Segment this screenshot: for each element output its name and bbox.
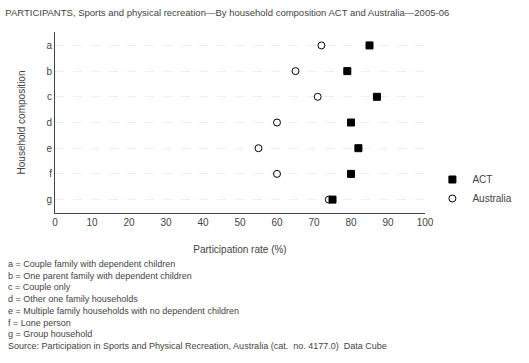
svg-text:d: d (46, 117, 52, 128)
svg-text:Australia: Australia (472, 193, 511, 204)
svg-text:20: 20 (123, 217, 135, 228)
svg-text:50: 50 (234, 217, 246, 228)
svg-text:g: g (46, 194, 52, 205)
svg-text:10: 10 (86, 217, 98, 228)
svg-text:Household composition: Household composition (16, 71, 27, 175)
svg-text:60: 60 (271, 217, 283, 228)
svg-text:PARTICIPANTS, Sports and physi: PARTICIPANTS, Sports and physical recrea… (5, 7, 449, 18)
svg-text:100: 100 (417, 217, 434, 228)
svg-text:80: 80 (345, 217, 357, 228)
svg-text:f: f (49, 168, 52, 179)
svg-text:70: 70 (308, 217, 320, 228)
svg-text:Participation rate (%): Participation rate (%) (193, 244, 286, 255)
svg-text:a: a (46, 40, 52, 51)
svg-text:ACT: ACT (472, 174, 492, 185)
svg-text:30: 30 (160, 217, 172, 228)
svg-text:90: 90 (382, 217, 394, 228)
svg-text:a = Couple family with depende: a = Couple family with dependent childre… (8, 259, 387, 351)
svg-text:40: 40 (197, 217, 209, 228)
svg-text:b: b (46, 66, 52, 77)
svg-text:e: e (46, 143, 52, 154)
svg-text:0: 0 (52, 217, 58, 228)
svg-text:c: c (47, 91, 52, 102)
